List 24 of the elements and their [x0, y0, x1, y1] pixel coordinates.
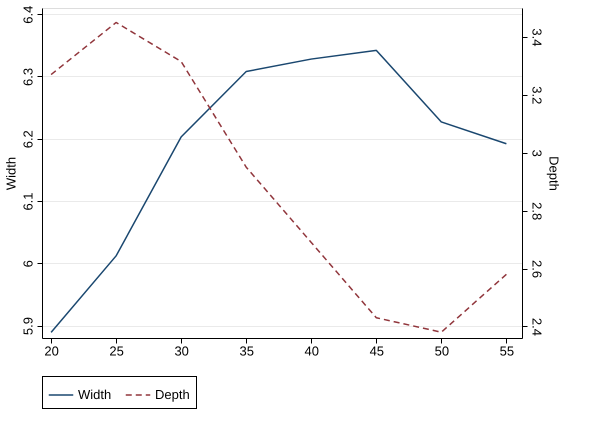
y-axis-title: Width — [4, 156, 18, 190]
y-tick-label: 6 — [20, 260, 36, 268]
y2-tick-label: 3.2 — [530, 86, 544, 104]
x-tick-label: 30 — [174, 344, 189, 358]
y2-tick-label: 2.8 — [530, 202, 544, 220]
y-tick-label: 6.1 — [20, 192, 36, 211]
legend-label: Width — [78, 387, 112, 402]
y-tick-label: 6.4 — [20, 6, 36, 24]
x-tick-label: 20 — [44, 344, 59, 358]
y-tick-label: 6.3 — [20, 68, 36, 86]
y2-tick-label: 2.4 — [530, 318, 544, 336]
x-tick-label: 35 — [239, 344, 254, 358]
y2-tick-label: 3.4 — [530, 28, 544, 46]
y-tick-label: 6.2 — [20, 130, 36, 148]
y2-tick-label: 3 — [530, 150, 544, 157]
x-tick-label: 45 — [370, 344, 384, 358]
x-tick-label: 50 — [434, 344, 450, 358]
x-tick-label: 40 — [304, 344, 320, 358]
x-tick-label: 55 — [500, 344, 514, 358]
y-tick-label: 5.9 — [20, 317, 36, 336]
x-tick-label: 25 — [109, 344, 124, 358]
legend-label: Depth — [155, 387, 190, 402]
y2-tick-label: 2.6 — [530, 260, 544, 278]
y2-axis-title: Depth — [546, 156, 562, 191]
